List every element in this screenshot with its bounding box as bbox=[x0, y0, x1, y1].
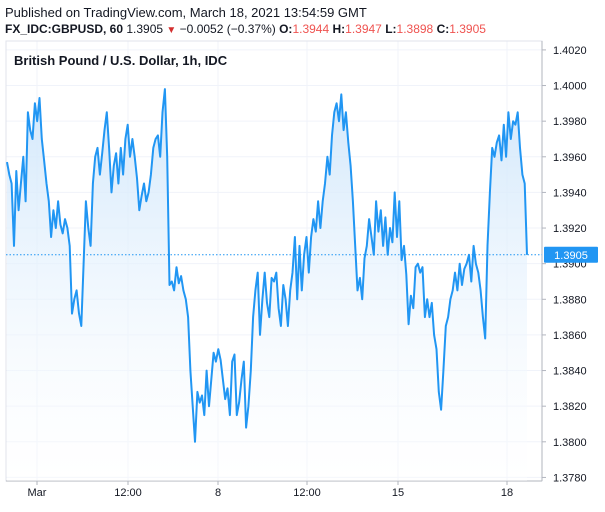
down-arrow-icon: ▼ bbox=[166, 25, 177, 36]
price-area-fill bbox=[7, 89, 527, 481]
time-axis: Mar 12:00 8 12:00 15 18 bbox=[28, 481, 513, 499]
symbol-label: FX_IDC:GBPUSD, 60 bbox=[5, 22, 124, 36]
price-tick-label: 1.3840 bbox=[553, 366, 587, 378]
ohlc-legend: FX_IDC:GBPUSD, 60 1.3905 ▼ −0.0052 (−0.3… bbox=[5, 22, 486, 36]
price-tick-label: 1.3880 bbox=[553, 294, 587, 306]
price-tick-label: 1.4020 bbox=[553, 45, 587, 57]
time-tick-label: Mar bbox=[28, 487, 47, 499]
price-tick-label: 1.3860 bbox=[553, 330, 587, 342]
price-tick-label: 1.3780 bbox=[553, 472, 587, 484]
high-value: 1.3947 bbox=[345, 22, 382, 36]
price-tick-label: 1.3920 bbox=[553, 223, 587, 235]
last-price-tag-label: 1.3905 bbox=[554, 250, 588, 262]
time-tick-label: 8 bbox=[215, 487, 221, 499]
low-value: 1.3898 bbox=[396, 22, 434, 36]
low-label: L: bbox=[385, 22, 397, 36]
price-tick-label: 1.3800 bbox=[553, 437, 587, 449]
time-tick-label: 15 bbox=[392, 487, 404, 499]
high-label: H: bbox=[332, 22, 346, 36]
close-label: C: bbox=[436, 22, 450, 36]
chart-header: Published on TradingView.com, March 18, … bbox=[0, 0, 605, 40]
time-tick-label: 12:00 bbox=[293, 487, 321, 499]
price-line bbox=[6, 88, 528, 443]
open-value: 1.3944 bbox=[292, 22, 330, 36]
chart-title: British Pound / U.S. Dollar, 1h, IDC bbox=[14, 53, 228, 68]
price-tick-label: 1.3980 bbox=[553, 116, 587, 128]
open-label: O: bbox=[279, 22, 293, 36]
last-value: 1.3905 bbox=[126, 22, 164, 36]
time-tick-label: 18 bbox=[501, 487, 513, 499]
price-tick-label: 1.3820 bbox=[553, 401, 587, 413]
price-tick-label: 1.4000 bbox=[553, 81, 587, 93]
published-caption: Published on TradingView.com, March 18, … bbox=[5, 5, 367, 20]
price-tick-label: 1.3960 bbox=[553, 152, 587, 164]
price-tick-label: 1.3940 bbox=[553, 187, 587, 199]
time-tick-label: 12:00 bbox=[114, 487, 142, 499]
change-value: −0.0052 (−0.37%) bbox=[179, 22, 276, 36]
price-axis: 1.4020 1.4000 1.3980 1.3960 1.3940 1.3920 1.39… bbox=[542, 45, 587, 484]
last-price-tag: 1.3905 bbox=[544, 246, 598, 263]
close-value: 1.3905 bbox=[449, 22, 486, 36]
